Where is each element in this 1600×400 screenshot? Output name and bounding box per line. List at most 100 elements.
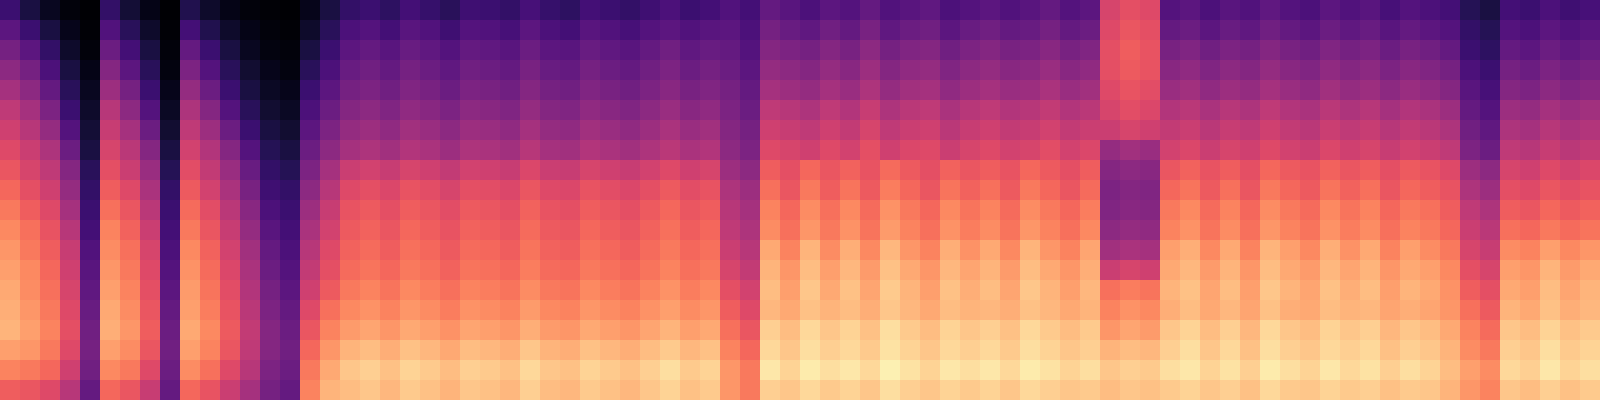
cell bbox=[0, 160, 21, 181]
cell bbox=[860, 320, 881, 341]
cell bbox=[240, 320, 261, 341]
cell bbox=[920, 220, 941, 241]
cell bbox=[640, 160, 661, 181]
cell bbox=[1580, 0, 1600, 21]
cell bbox=[280, 60, 301, 81]
cell bbox=[560, 80, 581, 101]
cell bbox=[1160, 20, 1181, 41]
cell bbox=[840, 200, 861, 221]
cell bbox=[1160, 200, 1181, 221]
cell bbox=[1340, 280, 1361, 301]
cell bbox=[1280, 120, 1301, 141]
cell bbox=[1160, 320, 1181, 341]
cell bbox=[840, 300, 861, 321]
cell bbox=[80, 80, 101, 101]
cell bbox=[740, 40, 761, 61]
cell bbox=[1240, 120, 1261, 141]
cell bbox=[1560, 0, 1581, 21]
cell bbox=[1160, 240, 1181, 261]
cell bbox=[1320, 60, 1341, 81]
cell bbox=[760, 280, 781, 301]
cell bbox=[320, 220, 341, 241]
cell bbox=[40, 160, 61, 181]
cell bbox=[480, 340, 501, 361]
cell bbox=[20, 180, 41, 201]
cell bbox=[920, 20, 941, 41]
cell bbox=[1540, 100, 1561, 121]
cell bbox=[280, 180, 301, 201]
cell bbox=[1500, 80, 1521, 101]
cell bbox=[1100, 140, 1121, 161]
cell bbox=[180, 40, 201, 61]
cell bbox=[300, 220, 321, 241]
cell bbox=[980, 240, 1001, 261]
cell bbox=[0, 300, 21, 321]
cell bbox=[600, 260, 621, 281]
cell bbox=[960, 320, 981, 341]
cell bbox=[1240, 320, 1261, 341]
cell bbox=[920, 160, 941, 181]
cell bbox=[580, 320, 601, 341]
cell bbox=[340, 40, 361, 61]
cell bbox=[1480, 120, 1501, 141]
cell bbox=[1240, 240, 1261, 261]
cell bbox=[520, 280, 541, 301]
cell bbox=[140, 360, 161, 381]
cell bbox=[780, 120, 801, 141]
cell bbox=[400, 160, 421, 181]
cell bbox=[180, 120, 201, 141]
cell bbox=[760, 340, 781, 361]
cell bbox=[400, 260, 421, 281]
cell bbox=[1360, 20, 1381, 41]
cell bbox=[1240, 180, 1261, 201]
cell bbox=[60, 160, 81, 181]
cell bbox=[600, 220, 621, 241]
cell bbox=[940, 260, 961, 281]
cell bbox=[420, 160, 441, 181]
cell bbox=[1480, 300, 1501, 321]
cell bbox=[560, 380, 581, 400]
cell bbox=[660, 140, 681, 161]
cell bbox=[1080, 40, 1101, 61]
cell bbox=[1060, 140, 1081, 161]
cell bbox=[640, 120, 661, 141]
cell bbox=[880, 260, 901, 281]
cell bbox=[960, 140, 981, 161]
cell bbox=[660, 20, 681, 41]
cell bbox=[200, 160, 221, 181]
cell bbox=[940, 80, 961, 101]
cell bbox=[140, 120, 161, 141]
cell bbox=[1060, 360, 1081, 381]
cell bbox=[920, 360, 941, 381]
cell bbox=[720, 380, 741, 400]
cell bbox=[1000, 280, 1021, 301]
cell bbox=[340, 0, 361, 21]
cell bbox=[1020, 260, 1041, 281]
cell bbox=[140, 200, 161, 221]
cell bbox=[640, 200, 661, 221]
cell bbox=[140, 240, 161, 261]
cell bbox=[160, 260, 181, 281]
cell bbox=[160, 380, 181, 400]
cell bbox=[0, 240, 21, 261]
cell bbox=[500, 280, 521, 301]
cell bbox=[0, 60, 21, 81]
cell bbox=[1380, 340, 1401, 361]
cell bbox=[560, 280, 581, 301]
cell bbox=[440, 100, 461, 121]
cell bbox=[1460, 60, 1481, 81]
cell bbox=[120, 340, 141, 361]
cell bbox=[380, 100, 401, 121]
cell bbox=[320, 180, 341, 201]
cell bbox=[1580, 140, 1600, 161]
cell bbox=[700, 240, 721, 261]
cell bbox=[640, 80, 661, 101]
cell bbox=[720, 100, 741, 121]
cell bbox=[0, 100, 21, 121]
cell bbox=[40, 40, 61, 61]
cell bbox=[40, 0, 61, 21]
cell bbox=[1400, 40, 1421, 61]
cell bbox=[1360, 320, 1381, 341]
cell bbox=[520, 120, 541, 141]
cell bbox=[320, 360, 341, 381]
